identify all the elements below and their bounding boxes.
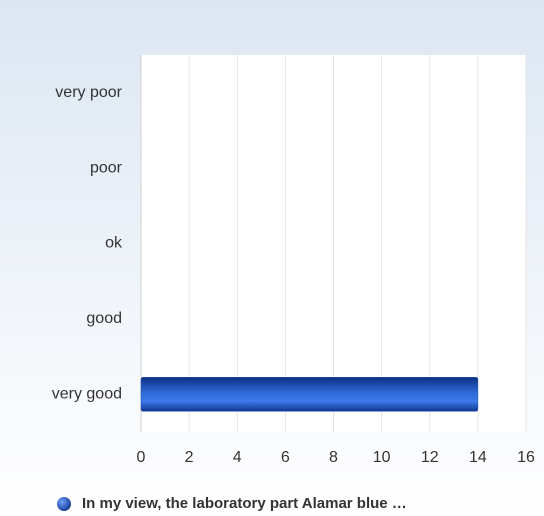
- x-tick-label: 14: [469, 449, 487, 466]
- x-tick-label: 10: [373, 449, 391, 466]
- legend-label: In my view, the laboratory part Alamar b…: [82, 495, 407, 512]
- legend-icon: [57, 497, 71, 511]
- y-tick-label: good: [86, 310, 122, 327]
- x-tick-label: 16: [517, 449, 535, 466]
- x-tick-label: 6: [281, 449, 290, 466]
- labels: 0 2 4 6 8 10 12 14 16 very poor poor ok good very goo…: [52, 84, 535, 466]
- grid: [140, 55, 527, 432]
- x-tick-label: 8: [329, 449, 338, 466]
- x-tick-label: 0: [137, 449, 146, 466]
- y-tick-label: poor: [90, 159, 123, 176]
- y-tick-label: ok: [105, 235, 123, 252]
- x-tick-label: 12: [421, 449, 439, 466]
- bar: [140, 377, 479, 412]
- y-tick-label: very poor: [55, 84, 122, 101]
- marks: [140, 377, 479, 412]
- x-tick-label: 4: [233, 449, 242, 466]
- y-tick-label: very good: [52, 386, 122, 403]
- x-tick-label: 2: [185, 449, 194, 466]
